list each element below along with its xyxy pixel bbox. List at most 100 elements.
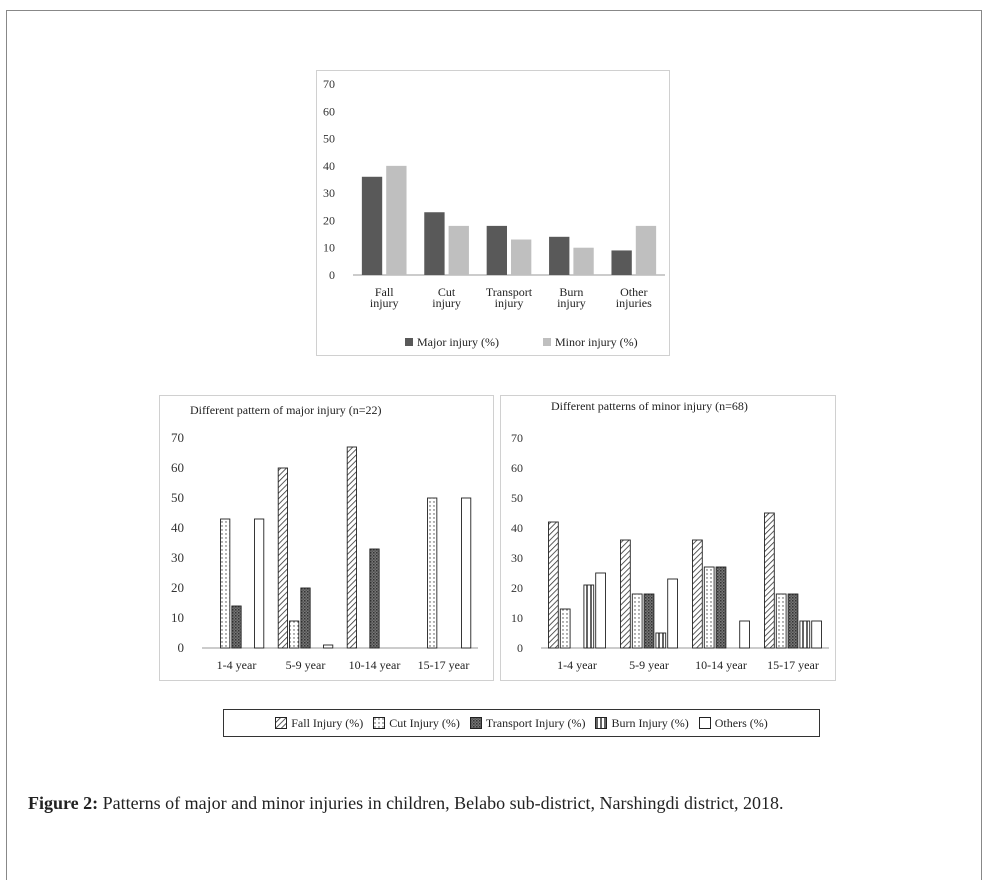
y-tick-label: 30 <box>323 186 335 200</box>
y-tick-label: 20 <box>171 580 184 595</box>
y-tick-label: 10 <box>511 611 523 625</box>
bar <box>448 225 469 275</box>
chart-title: Different patterns of minor injury (n=68… <box>551 399 748 413</box>
x-tick-label: injury <box>557 296 586 310</box>
y-tick-label: 0 <box>517 641 523 655</box>
y-tick-label: 40 <box>171 520 184 535</box>
bar <box>346 446 357 649</box>
legend-swatch <box>405 338 413 346</box>
x-tick-label: injury <box>432 296 461 310</box>
bar <box>369 548 380 649</box>
bar <box>643 593 655 649</box>
bar <box>254 518 265 649</box>
bar <box>583 584 595 649</box>
injury-type-chart-svg: 010203040506070FallinjuryCutinjuryTransp… <box>323 77 665 349</box>
bar <box>549 236 570 275</box>
bar <box>559 608 571 649</box>
bar <box>573 247 594 275</box>
y-tick-label: 10 <box>323 241 335 255</box>
legend-item-others: Others (%) <box>698 715 768 731</box>
y-tick-label: 50 <box>323 132 335 146</box>
bar <box>631 593 643 649</box>
bar <box>611 250 632 275</box>
legend-label-others: Others (%) <box>714 715 768 730</box>
bar <box>764 512 775 649</box>
major-injury-pattern-chart: Different pattern of major injury (n=22)… <box>159 395 494 681</box>
bar <box>799 620 811 649</box>
bar <box>635 225 657 275</box>
x-tick-label: Fall <box>375 285 394 299</box>
legend-label: Minor injury (%) <box>555 335 638 349</box>
blank-swatch-icon <box>698 717 711 729</box>
legend-item-cut: Cut Injury (%) <box>373 716 460 731</box>
y-tick-label: 0 <box>178 640 185 655</box>
bar <box>655 632 667 649</box>
x-tick-label: 15-17 year <box>767 658 819 672</box>
caption-text: Patterns of major and minor injuries in … <box>102 793 784 813</box>
bar <box>620 539 631 649</box>
bar <box>715 566 727 649</box>
legend-item-burn: Burn Injury (%) <box>595 715 689 731</box>
x-tick-label: 10-14 year <box>695 658 747 672</box>
bar <box>548 521 559 649</box>
y-tick-label: 70 <box>171 430 184 445</box>
dots-swatch-icon <box>373 717 386 729</box>
x-tick-label: 1-4 year <box>557 658 597 672</box>
chart-title: Different pattern of major injury (n=22) <box>190 403 381 417</box>
y-tick-label: 40 <box>323 159 335 173</box>
y-tick-label: 60 <box>323 104 335 118</box>
bar <box>289 620 300 649</box>
x-tick-label: Other <box>620 285 647 299</box>
y-tick-label: 50 <box>511 491 523 505</box>
legend-label-transport: Transport Injury (%) <box>485 715 586 730</box>
bar <box>220 518 231 649</box>
bar <box>486 225 507 275</box>
pattern-legend: Fall Injury (%) Cut Injury (%) Transport… <box>223 709 820 737</box>
y-tick-label: 70 <box>323 77 335 91</box>
y-tick-label: 30 <box>171 550 184 565</box>
bar <box>692 539 703 649</box>
bar <box>361 176 383 275</box>
legend-label-fall: Fall Injury (%) <box>291 715 364 730</box>
bar <box>427 497 438 649</box>
bar <box>461 497 472 649</box>
bar <box>739 620 750 649</box>
bar <box>595 572 606 649</box>
legend-swatch <box>543 338 551 346</box>
y-tick-label: 60 <box>171 460 184 475</box>
x-tick-label: 1-4 year <box>217 658 257 672</box>
bar <box>277 467 288 649</box>
legend-item-transport: Transport Injury (%) <box>469 715 586 731</box>
y-tick-label: 20 <box>323 213 335 227</box>
diag-swatch-icon <box>275 717 288 729</box>
x-tick-label: Burn <box>559 285 583 299</box>
bar <box>787 593 799 649</box>
x-tick-label: injuries <box>616 296 652 310</box>
bar <box>323 644 334 649</box>
x-tick-label: injury <box>370 296 399 310</box>
major-injury-pattern-chart-svg: Different pattern of major injury (n=22)… <box>171 403 478 672</box>
y-tick-label: 40 <box>511 521 523 535</box>
legend-label: Major injury (%) <box>417 335 499 349</box>
legend-label-cut: Cut Injury (%) <box>389 715 460 730</box>
x-tick-label: 10-14 year <box>349 658 401 672</box>
y-tick-label: 50 <box>171 490 184 505</box>
x-tick-label: Transport <box>486 285 533 299</box>
vert-swatch-icon <box>595 717 608 729</box>
bar <box>231 605 242 649</box>
y-tick-label: 10 <box>171 610 184 625</box>
x-tick-label: injury <box>495 296 524 310</box>
legend-item-fall: Fall Injury (%) <box>275 716 363 731</box>
x-tick-label: 15-17 year <box>418 658 470 672</box>
legend-label-burn: Burn Injury (%) <box>611 715 689 730</box>
y-tick-label: 0 <box>329 268 335 282</box>
bar <box>511 239 532 275</box>
x-tick-label: 5-9 year <box>629 658 669 672</box>
grid-swatch-icon <box>469 717 482 729</box>
bar <box>424 212 445 275</box>
injury-type-chart: 0 10 20 30 40 50 60 70 Fall injury Cut injury Transp… <box>316 70 670 356</box>
y-tick-label: 60 <box>511 461 523 475</box>
minor-injury-pattern-chart: Different patterns of minor injury (n=68… <box>500 395 836 681</box>
minor-injury-pattern-chart-svg: Different patterns of minor injury (n=68… <box>511 399 829 672</box>
y-tick-label: 30 <box>511 551 523 565</box>
